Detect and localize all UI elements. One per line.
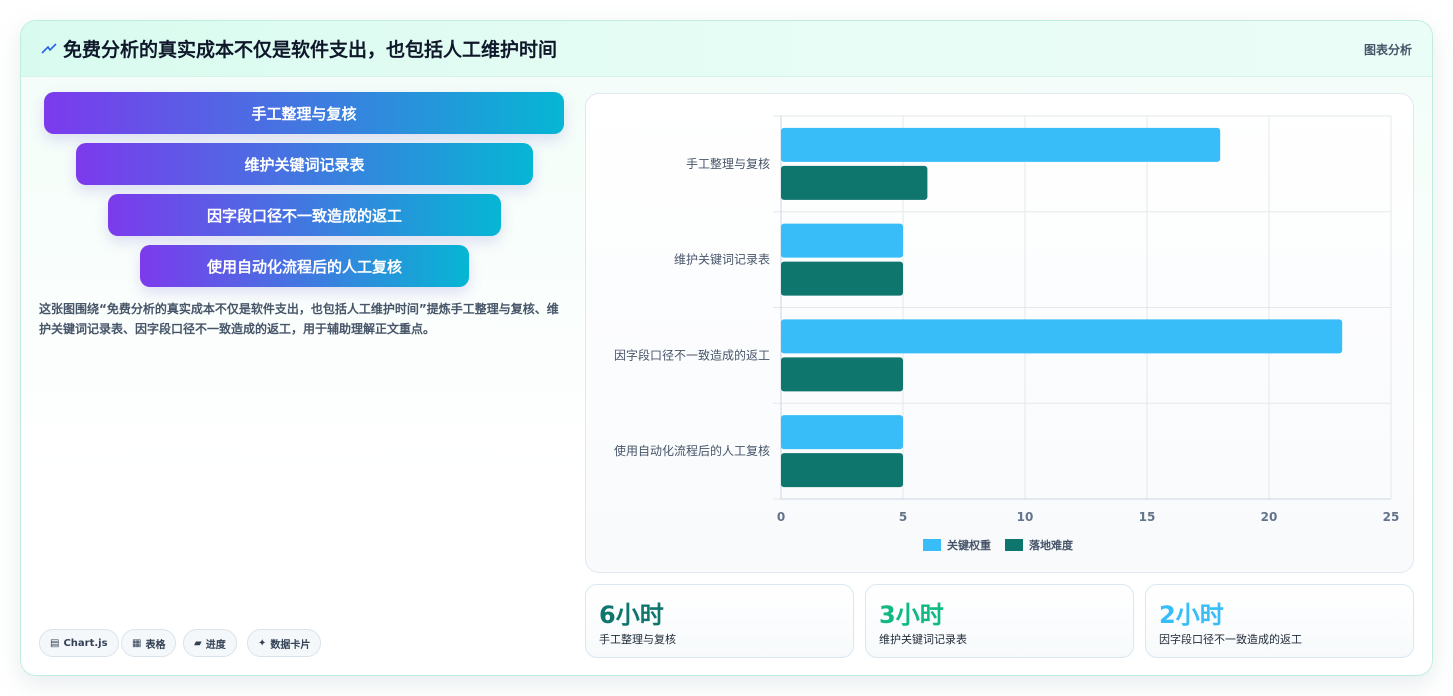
chip-label: Chart.js <box>63 637 108 649</box>
chip-label: 表格 <box>145 639 166 651</box>
y-tick-label: 使用自动化流程后的人工复核 <box>614 443 770 458</box>
chip-chartjs[interactable]: ▤ Chart.js <box>39 629 119 657</box>
x-tick-label: 20 <box>1261 510 1278 524</box>
chip-table[interactable]: ▦ 表格 <box>121 629 177 657</box>
bar-difficulty <box>781 165 928 200</box>
chip-progress[interactable]: ▰ 进度 <box>183 629 237 657</box>
page-title: 免费分析的真实成本不仅是软件支出，也包括人工维护时间 <box>63 39 558 61</box>
stat-label: 手工整理与复核 <box>599 633 676 646</box>
bar-weight <box>781 415 903 450</box>
sparkle-icon: ✦ <box>258 637 267 649</box>
trend-icon <box>41 43 57 54</box>
chart-panel: 0 5 10 15 20 25 手工整理与复核维护关键词记录表因字段口径不一致造成的返工 使用… <box>585 93 1414 573</box>
stat-label: 维护关键词记录表 <box>879 633 967 646</box>
funnel-item-2: 维护关键词记录表 <box>76 143 533 185</box>
bar-weight <box>781 319 1343 354</box>
chip-label: 进度 <box>205 639 226 651</box>
legend-swatch <box>923 539 941 551</box>
header-tag: 图表分析 <box>1363 43 1412 57</box>
bar-difficulty <box>781 357 903 392</box>
stat-value: 2小时 <box>1159 601 1224 629</box>
chart-icon: ▤ <box>50 637 60 649</box>
chip-data-card[interactable]: ✦ 数据卡片 <box>247 629 322 657</box>
card-header: 免费分析的真实成本不仅是软件支出，也包括人工维护时间 图表分析 <box>21 21 1432 77</box>
x-tick-label: 0 <box>777 510 785 524</box>
x-tick-label: 15 <box>1139 510 1156 524</box>
bar-weight <box>781 127 1221 162</box>
x-tick-label: 5 <box>899 510 907 524</box>
stat-label: 因字段口径不一致造成的返工 <box>1159 633 1302 646</box>
analysis-card: 免费分析的真实成本不仅是软件支出，也包括人工维护时间 图表分析 手工整理与复核 … <box>20 20 1433 676</box>
progress-icon: ▰ <box>194 637 202 649</box>
bar-difficulty <box>781 453 903 488</box>
stat-card-2: 3小时 维护关键词记录表 <box>865 584 1134 658</box>
bar-difficulty <box>781 261 903 296</box>
x-tick-label: 25 <box>1383 510 1400 524</box>
legend-swatch <box>1005 539 1023 551</box>
legend-label: 关键权重 <box>947 538 991 552</box>
funnel-item-3: 因字段口径不一致造成的返工 <box>108 194 501 236</box>
legend-label: 落地难度 <box>1029 538 1074 552</box>
chart-description: 这张图围绕“免费分析的真实成本不仅是软件支出，也包括人工维护时间”提炼手工整理与… <box>39 302 559 336</box>
y-tick-label: 维护关键词记录表 <box>674 253 770 267</box>
funnel-item-4: 使用自动化流程后的人工复核 <box>140 245 469 287</box>
bar-weight <box>781 223 903 258</box>
y-tick-label: 因字段口径不一致造成的返工 <box>614 347 770 362</box>
bar-chart: 0 5 10 15 20 25 手工整理与复核维护关键词记录表因字段口径不一致造成的返工使用… <box>614 115 1400 552</box>
table-icon: ▦ <box>132 637 142 649</box>
stat-card-1: 6小时 手工整理与复核 <box>585 584 854 658</box>
stat-value: 3小时 <box>879 601 944 629</box>
stat-value: 6小时 <box>599 601 664 629</box>
stat-card-3: 2小时 因字段口径不一致造成的返工 <box>1145 584 1414 658</box>
y-tick-label: 手工整理与复核 <box>686 156 770 171</box>
chip-label: 数据卡片 <box>270 639 311 651</box>
funnel-item-1: 手工整理与复核 <box>44 92 564 134</box>
x-tick-label: 10 <box>1017 510 1034 524</box>
